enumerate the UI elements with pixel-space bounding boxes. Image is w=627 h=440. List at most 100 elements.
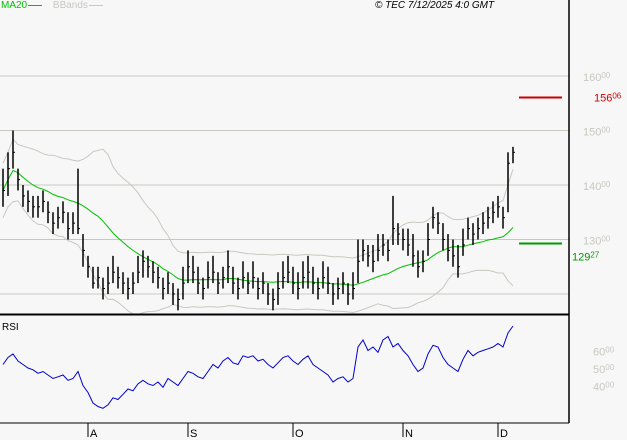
price-bar [337,277,340,300]
price-bar [512,146,515,164]
price-bar [402,228,405,251]
level-int: 156 [594,92,612,104]
price-bar [487,206,490,229]
price-bar [222,266,225,289]
price-bar [377,234,380,262]
level-dec: 06 [612,91,621,100]
price-bar [142,250,145,278]
price-bar [447,234,450,262]
price-bar [432,206,435,229]
tick-int: 50 [593,364,605,376]
price-bar [312,266,315,294]
price-bar [497,195,500,218]
price-bar [87,255,90,278]
legend-bbands: BBands [52,0,88,11]
tick-dec: 00 [601,71,610,80]
tick-int: 140 [583,181,601,193]
price-bar [352,272,355,300]
tick-dec: 00 [605,381,614,390]
price-bar [392,195,395,245]
price-bar [227,250,230,284]
price-bar [32,195,35,218]
price-bar [82,234,85,267]
rsi-tick-label: 5000 [593,363,615,376]
price-bar [322,261,325,289]
price-bar [177,288,180,311]
x-tick-label: N [405,428,413,440]
price-bar [152,261,155,284]
resistance-label: 15606 [594,91,622,104]
tick-dec: 00 [605,363,614,372]
price-bar [442,223,445,251]
price-bar [157,266,160,289]
price-bar [97,266,100,289]
price-bar [297,272,300,300]
tick-dec: 00 [601,235,610,244]
y-tick-label: 15000 [583,126,611,139]
copyright: © TEC 7/12/2025 4:0 GMT [375,0,495,11]
price-bar [102,277,105,300]
x-tick-label: D [500,428,508,440]
price-bar [117,266,120,289]
y-tick-label: 14000 [583,180,611,193]
price-bar [132,272,135,294]
price-bar [417,250,420,278]
legend-bbands-swatch [88,4,103,6]
price-bar [232,266,235,294]
price-bar [147,255,150,278]
price-bar [92,266,95,289]
price-bar [452,239,455,267]
price-bar [112,255,115,284]
price-bar [292,266,295,294]
price-bar [262,272,265,294]
ma20-line [2,169,514,286]
price-bar [507,152,510,213]
price-bar [267,283,270,305]
price-bar [122,272,125,294]
price-bar [492,201,495,224]
price-bar [252,261,255,289]
x-tick-label: A [90,428,98,440]
price-bar [372,244,375,273]
price-bar [172,283,175,305]
bband-upper [2,138,514,259]
price-bar [467,217,470,240]
price-bar [47,201,50,224]
price-bar [22,185,25,207]
price-bar [477,217,480,240]
rsi-tick-label: 6000 [593,346,615,359]
y-tick-label: 16000 [583,71,611,84]
price-bar [357,239,360,284]
price-bar [332,283,335,305]
tick-int: 60 [593,347,605,359]
price-bar [67,212,70,240]
tick-dec: 00 [601,126,610,135]
price-bar [217,272,220,294]
price-bar [17,168,20,191]
tick-int: 40 [593,382,605,394]
price-bar [187,250,190,284]
level-int: 129 [572,251,590,263]
tick-dec: 00 [601,180,610,189]
price-bar [342,272,345,294]
price-bar [137,255,140,284]
y-tick-label: 13000 [583,235,611,248]
tick-int: 150 [583,127,601,139]
price-bar [287,255,290,284]
price-bar [422,250,425,273]
price-bar [277,272,280,305]
price-bar [7,152,10,196]
price-bar [282,261,285,289]
price-bar [207,261,210,289]
price-bar [162,277,165,300]
price-bar [242,261,245,289]
price-bar [42,190,45,213]
tick-dec: 00 [605,346,614,355]
price-bar [77,168,80,235]
price-bar [192,255,195,284]
price-bar [202,277,205,300]
price-bar [307,255,310,289]
price-bar [327,266,330,294]
price-bar [367,244,370,267]
